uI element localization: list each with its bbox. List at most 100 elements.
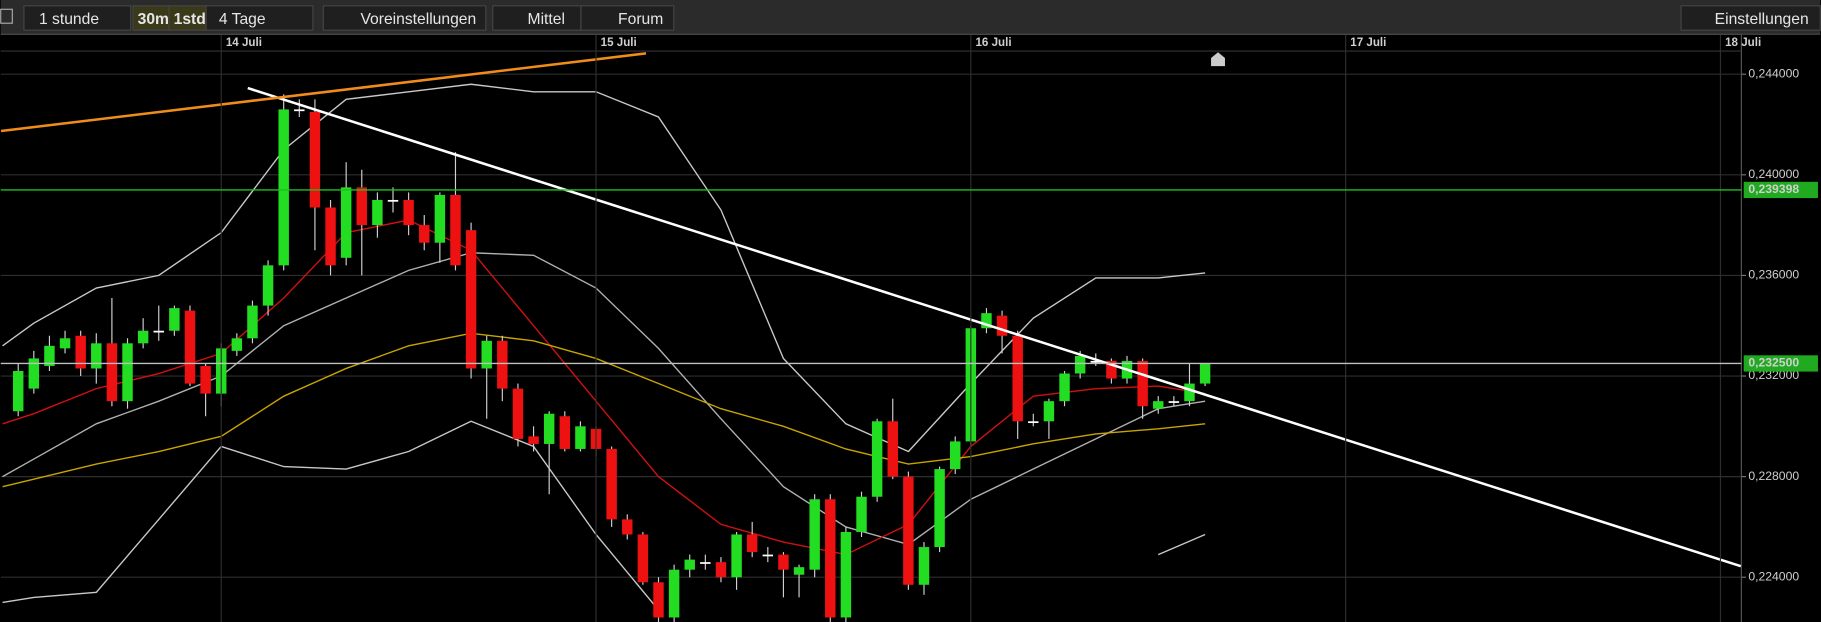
toolbar-label: 1std xyxy=(174,11,206,28)
candle-body xyxy=(44,345,55,366)
candle-body xyxy=(918,547,930,585)
candle-body xyxy=(856,496,867,532)
toolbar-button[interactable] xyxy=(168,5,207,31)
candle-body xyxy=(825,499,836,618)
candle-body xyxy=(778,554,789,570)
candle-body xyxy=(340,187,352,258)
candle-body xyxy=(75,335,86,369)
price-label: 0,239398 xyxy=(1748,182,1799,196)
candle-body xyxy=(1168,401,1180,403)
candle-body xyxy=(1028,421,1039,424)
toolbar-border xyxy=(0,33,1821,35)
candle-body xyxy=(497,340,508,389)
candle-body xyxy=(122,343,133,402)
candle-body xyxy=(434,194,446,243)
settings-label: Einstellungen xyxy=(1715,11,1809,28)
candle-body xyxy=(450,194,461,266)
candle-body xyxy=(1153,401,1164,409)
price-label-box xyxy=(1743,181,1818,199)
candle-body xyxy=(606,448,617,520)
menu-icon[interactable] xyxy=(0,8,13,24)
candle-body xyxy=(934,469,945,548)
toolbar-label: Mittel xyxy=(528,11,565,28)
toolbar-button[interactable] xyxy=(132,5,171,31)
toolbar-label: 4 Tage xyxy=(219,11,266,28)
candle-body xyxy=(653,582,664,618)
candle-body xyxy=(137,330,149,344)
candle-body xyxy=(325,207,336,266)
candle-body xyxy=(700,562,711,564)
settings-button[interactable] xyxy=(1680,5,1821,31)
toolbar-button[interactable] xyxy=(322,5,487,31)
x-tick-label: 16 Juli xyxy=(975,36,1011,49)
candle-body xyxy=(153,330,164,333)
toolbar-button[interactable] xyxy=(580,5,675,31)
y-axis-panel xyxy=(1741,34,1821,622)
candle-body xyxy=(949,441,961,470)
candle-body xyxy=(746,534,758,553)
candle-body xyxy=(12,370,24,412)
candle-body xyxy=(1137,360,1148,407)
candle-body xyxy=(28,358,40,389)
y-tick-label: 0,228000 xyxy=(1748,469,1799,483)
candle-body xyxy=(1059,373,1070,402)
candle-body xyxy=(1199,363,1211,384)
candle-body xyxy=(840,531,852,618)
toolbar-button[interactable] xyxy=(23,5,132,31)
toolbar-label: Forum xyxy=(618,11,663,28)
candle-body xyxy=(793,567,805,575)
home-icon xyxy=(1211,52,1225,67)
candle-body xyxy=(184,310,196,384)
candle-body xyxy=(543,413,555,444)
candle-body xyxy=(278,109,289,266)
candle-body xyxy=(762,554,774,557)
candle-body xyxy=(809,499,820,570)
candle-body xyxy=(528,436,539,444)
candle-body xyxy=(247,305,258,339)
y-tick-label: 0,224000 xyxy=(1748,569,1799,583)
trendline xyxy=(0,52,647,133)
candle-body xyxy=(1090,360,1101,363)
candle-body xyxy=(871,421,883,497)
candle-body xyxy=(231,338,243,351)
candle-body xyxy=(575,426,586,449)
candle-body xyxy=(512,388,524,439)
candle-body xyxy=(309,111,321,208)
candle-body xyxy=(294,109,305,112)
candle-body xyxy=(996,315,1008,336)
candle-body xyxy=(59,338,71,349)
candle-body xyxy=(903,476,914,585)
plot-area xyxy=(0,52,1742,622)
candle-body xyxy=(481,340,492,369)
candle-body xyxy=(637,534,649,583)
candle-body xyxy=(887,421,898,477)
candle-body xyxy=(403,199,414,226)
candle-body xyxy=(1106,360,1117,379)
candle-body xyxy=(262,265,274,306)
candle-body xyxy=(715,562,727,578)
indicator-line xyxy=(2,420,1206,611)
y-tick-label: 0,232000 xyxy=(1748,368,1799,382)
x-tick-label: 17 Juli xyxy=(1350,36,1386,49)
candle-body xyxy=(91,343,102,369)
candle-body xyxy=(1184,383,1195,402)
candle-body xyxy=(622,519,633,535)
x-tick-label: 15 Juli xyxy=(601,36,637,49)
candle-body xyxy=(106,343,118,402)
candle-body xyxy=(1074,355,1086,374)
candle-body xyxy=(356,187,367,226)
candle-body xyxy=(1012,335,1023,422)
y-tick-label: 0,240000 xyxy=(1748,167,1799,181)
candle-body xyxy=(465,230,477,369)
candle-body xyxy=(684,559,695,570)
candle-body xyxy=(1043,401,1055,422)
candle-body xyxy=(200,365,211,394)
candle-body xyxy=(668,569,680,618)
toolbar-button[interactable] xyxy=(205,5,314,31)
trendline xyxy=(247,86,1742,568)
x-tick-label: 18 Juli xyxy=(1725,36,1761,49)
toolbar-label: 1 stunde xyxy=(39,11,99,28)
price-label-box xyxy=(1743,355,1818,372)
candle-body xyxy=(169,308,180,331)
